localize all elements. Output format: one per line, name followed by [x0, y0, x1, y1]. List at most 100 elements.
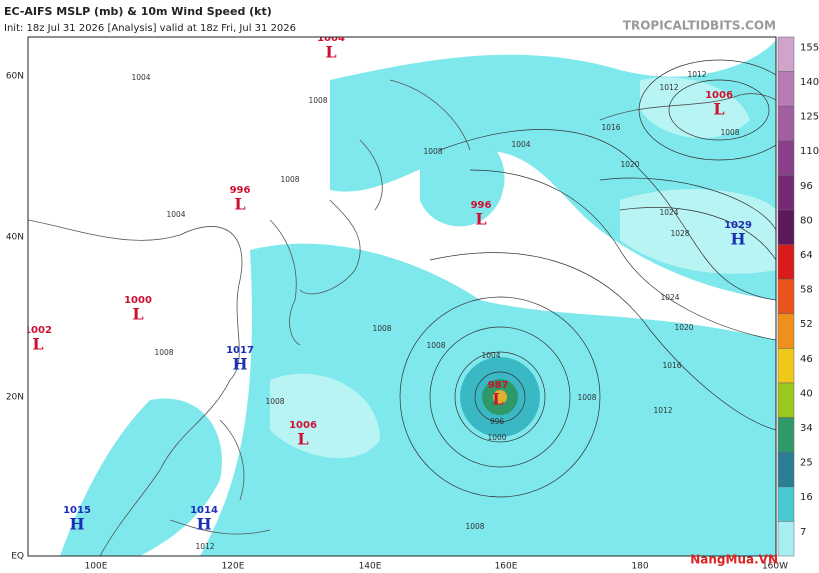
isobar-label: 1008 [465, 522, 484, 531]
isobars [399, 59, 776, 498]
center-pressure: 1029 [724, 220, 752, 231]
isobar-label: 1008 [577, 393, 596, 402]
coastlines [28, 79, 776, 556]
center-letter: L [713, 100, 724, 119]
site: TROPICALTIDBITS.COM [623, 19, 776, 33]
colorbar-swatch [777, 71, 795, 107]
center-letter: L [492, 390, 503, 409]
map-frame [27, 36, 777, 557]
colorbar-label: 34 [800, 423, 813, 434]
lon-label: 120E [222, 562, 245, 572]
center-letter: L [297, 430, 308, 449]
center-letter: H [196, 515, 211, 534]
center-letter: H [69, 515, 84, 534]
colorbar-label: 58 [800, 285, 813, 296]
center-pressure: 1017 [226, 345, 254, 356]
isobar-label: 1008 [265, 397, 284, 406]
isobar-label: 1020 [674, 323, 693, 332]
colorbar-label: 155 [800, 42, 819, 53]
colorbar-swatch [777, 313, 795, 349]
colorbar-swatch [777, 521, 795, 557]
lat-label: 40N [6, 233, 24, 243]
isobar-label: 1012 [687, 70, 706, 79]
colorbar-swatch [777, 140, 795, 176]
init-line: Init: 18z Jul 31 2026 [Analysis] valid a… [4, 23, 296, 34]
lon-label: 160W [762, 562, 788, 572]
colorbar-label: 96 [800, 181, 813, 192]
center-pressure: 1006 [289, 420, 317, 431]
colorbar-label: 7 [800, 527, 806, 538]
title: EC-AIFS MSLP (mb) & 10m Wind Speed (kt) [4, 5, 272, 18]
colorbar-label: 125 [800, 112, 819, 123]
isobar-label: 1028 [670, 229, 689, 238]
center-pressure: 1014 [190, 505, 218, 516]
isobar-label: 1016 [601, 123, 620, 132]
isobar-label: 1008 [280, 175, 299, 184]
isobar-label: 1008 [372, 324, 391, 333]
colorbar-label: 40 [800, 388, 813, 399]
isobar-label: 1008 [154, 348, 173, 357]
isobar-label: 1012 [659, 83, 678, 92]
colorbar-label: 140 [800, 77, 819, 88]
colorbar-swatch [777, 348, 795, 384]
lat-label: 20N [6, 393, 24, 403]
colorbar-label: 46 [800, 354, 813, 365]
lat-label: EQ [11, 552, 24, 562]
lon-label: 160E [495, 562, 518, 572]
center-pressure: 1015 [63, 505, 91, 516]
typhoon-core [460, 357, 540, 437]
isobar-label: 1008 [308, 96, 327, 105]
isobar-label: 1024 [659, 208, 678, 217]
isobar-label: 1016 [662, 361, 681, 370]
center-pressure: 996 [230, 185, 251, 196]
colorbar-label: 16 [800, 492, 813, 503]
lat-label: 60N [6, 72, 24, 82]
colorbar-swatch [777, 175, 795, 211]
colorbar-label: 25 [800, 458, 813, 469]
center-pressure: 987 [488, 380, 509, 391]
center-letter: L [132, 305, 143, 324]
isobar-label: 1004 [481, 351, 500, 360]
axes: 60N 40N 20N EQ 100E 120E 140E 160E 180 160W [6, 72, 788, 572]
colorbar-swatch [777, 451, 795, 488]
center-letter: H [730, 230, 745, 249]
colorbar-label: 64 [800, 250, 813, 261]
isobar-label: 1008 [426, 341, 445, 350]
isobar-label: 1000 [487, 433, 506, 442]
isobar-label: 996 [490, 417, 505, 426]
center-pressure: 1004 [317, 33, 345, 44]
isobar-label: 1004 [166, 210, 185, 219]
isobar-label: 1004 [131, 73, 150, 82]
isobar-label: 1004 [511, 140, 530, 149]
colorbar-label: 110 [800, 146, 819, 157]
isobar-label: 1012 [195, 542, 214, 551]
center-letter: L [32, 335, 43, 354]
isobar-label: 1008 [720, 128, 739, 137]
center-letter: L [475, 210, 486, 229]
center-pressure: 1002 [24, 325, 52, 336]
wind-light [270, 77, 776, 459]
colorbar-swatch [777, 382, 795, 418]
colorbar-swatch [777, 417, 795, 453]
colorbar-swatch [777, 209, 795, 245]
colorbar-swatch [777, 36, 795, 72]
watermark: NangMua.VN [690, 553, 778, 567]
center-letter: H [232, 355, 247, 374]
center-pressure: 1000 [124, 295, 152, 306]
colorbar-label: 80 [800, 215, 813, 226]
colorbar-swatch [777, 486, 795, 522]
lon-label: 140E [359, 562, 382, 572]
center-letter: L [234, 195, 245, 214]
isobar-labels: 1004 1008 1004 1008 1016 1020 1024 1028 1024 1020… [131, 70, 739, 551]
isobar-label: 1012 [653, 406, 672, 415]
center-letter: L [325, 43, 336, 62]
lon-label: 100E [85, 562, 108, 572]
colorbar-swatch [777, 244, 795, 280]
colorbar-swatch [777, 105, 795, 142]
isobar-label: 1020 [620, 160, 639, 169]
colorbar-label: 52 [800, 319, 813, 330]
